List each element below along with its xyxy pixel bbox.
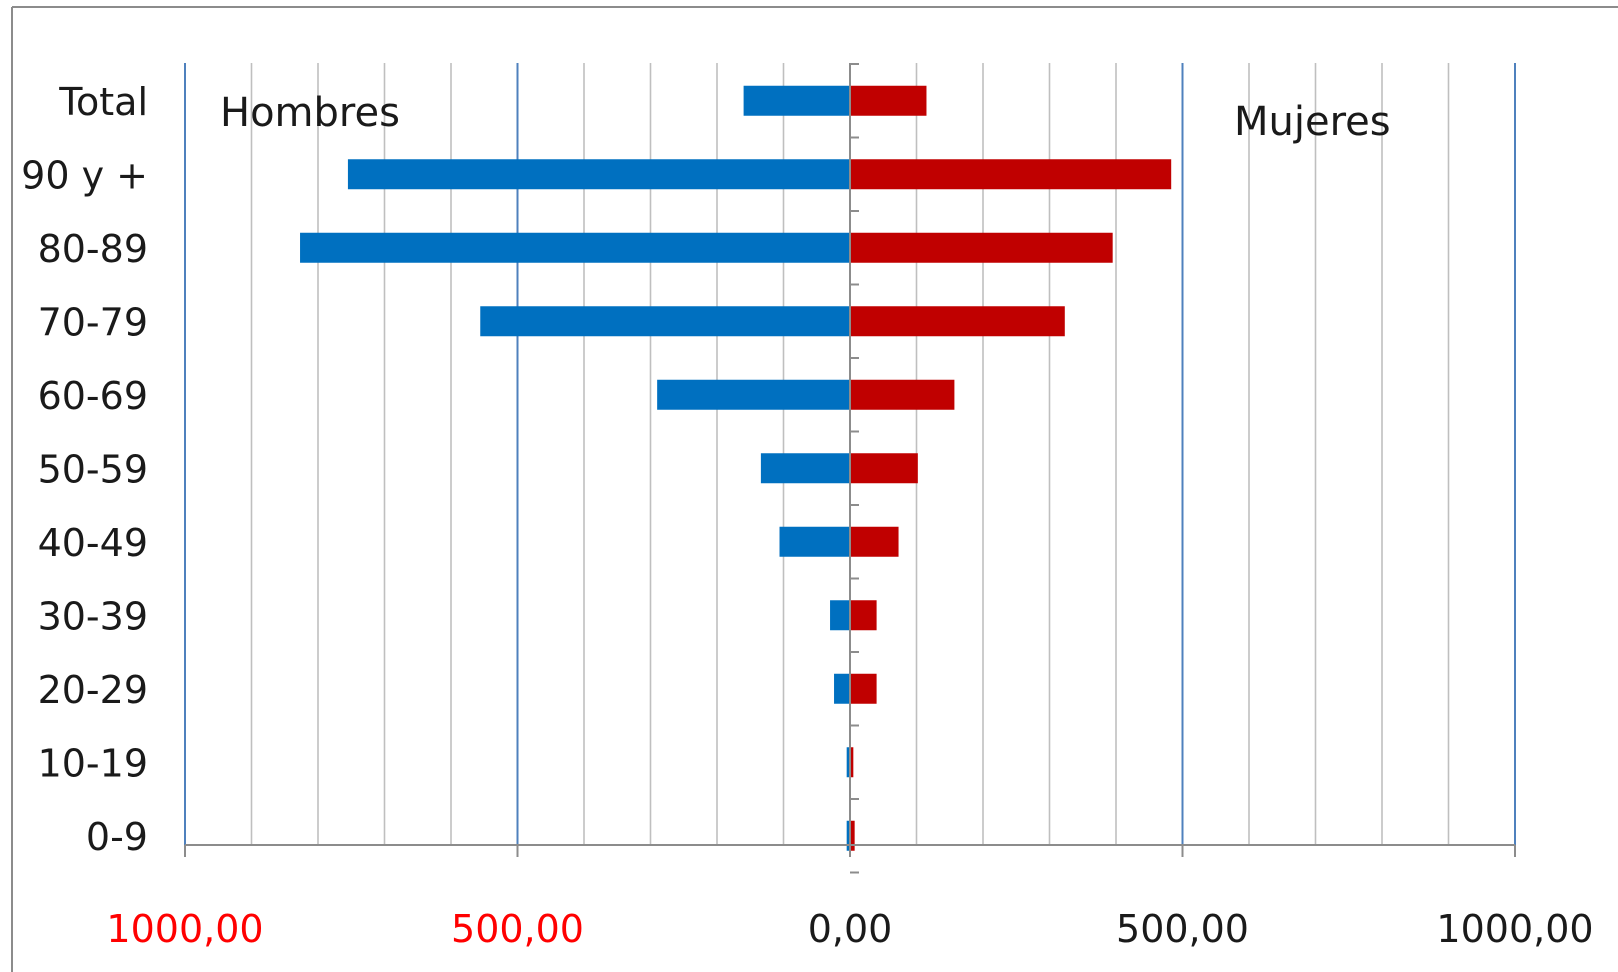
bar-hombres [347, 159, 850, 190]
chart-frame [12, 7, 1618, 972]
bar-hombres [300, 232, 850, 263]
category-label: 50-59 [38, 447, 148, 491]
bar-mujeres [850, 526, 899, 557]
x-tick-label: 1000,00 [1436, 907, 1593, 951]
bar-hombres [779, 526, 850, 557]
bar-mujeres [850, 306, 1065, 337]
x-tick-label: 0,00 [808, 907, 893, 951]
bar-hombres [830, 600, 850, 631]
category-label: Total [58, 80, 148, 124]
bar-hombres [760, 453, 850, 484]
x-tick-label: 500,00 [451, 907, 584, 951]
x-tick-label: 500,00 [1116, 907, 1249, 951]
bar-mujeres [850, 820, 855, 851]
bar-mujeres [850, 232, 1113, 263]
axes [11, 6, 1618, 972]
bar-hombres [846, 820, 850, 851]
bar-mujeres [850, 379, 955, 410]
side-label-right: Mujeres [1234, 99, 1391, 145]
category-label: 10-19 [38, 741, 148, 785]
bar-hombres [846, 747, 850, 778]
gridlines [184, 63, 1516, 845]
bar-hombres [657, 379, 850, 410]
bar-mujeres [850, 85, 927, 116]
category-label: 30-39 [38, 594, 148, 638]
x-tick-label: 1000,00 [106, 907, 263, 951]
labels: Hombres Mujeres Total 90 y + 80-89 70-79 60-… [21, 80, 1593, 951]
category-label: 60-69 [38, 374, 148, 418]
bar-mujeres [850, 747, 854, 778]
bar-hombres [743, 85, 850, 116]
bar-mujeres [850, 159, 1172, 190]
bar-hombres [834, 673, 850, 704]
bar-mujeres [850, 453, 918, 484]
side-label-left: Hombres [220, 90, 400, 136]
category-label: 20-29 [38, 668, 148, 712]
category-label: 40-49 [38, 521, 148, 565]
category-label: 80-89 [38, 227, 148, 271]
bar-mujeres [850, 600, 877, 631]
bars [300, 85, 1172, 851]
category-label: 70-79 [38, 300, 148, 344]
category-label: 90 y + [21, 153, 148, 197]
bar-hombres [480, 306, 850, 337]
bar-mujeres [850, 673, 877, 704]
category-label: 0-9 [86, 815, 148, 859]
